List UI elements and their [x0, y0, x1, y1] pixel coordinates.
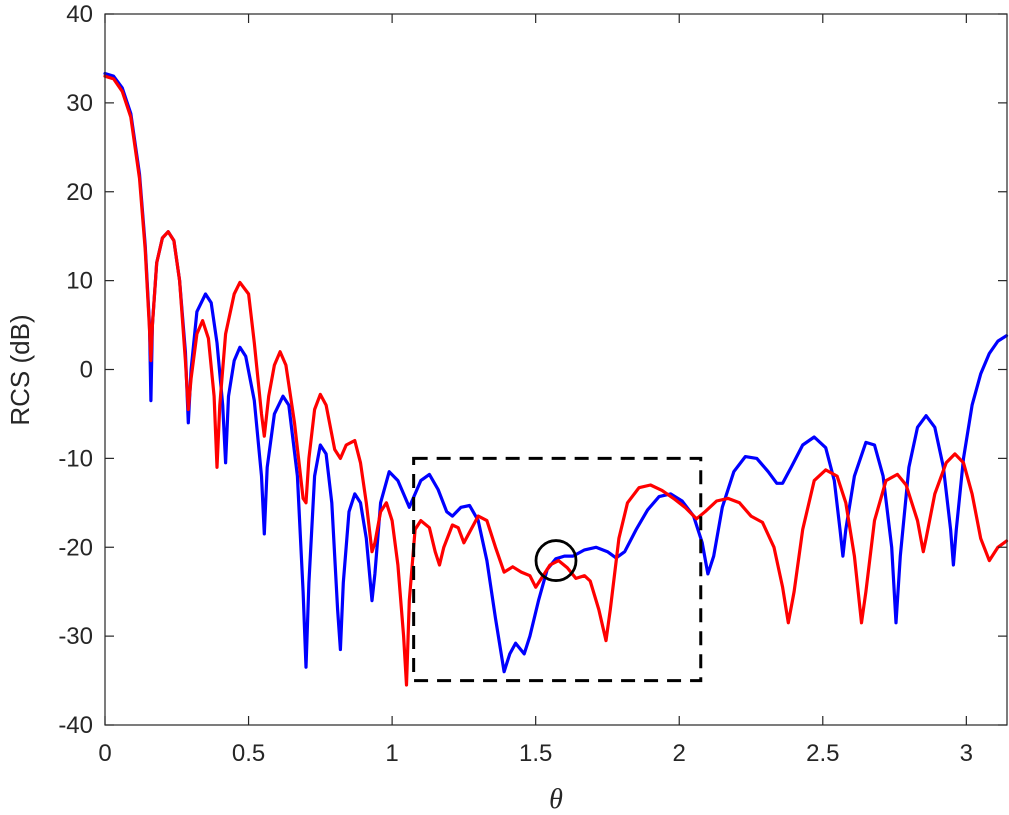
plot-area — [103, 13, 1009, 726]
y-tick-label: -30 — [58, 623, 93, 650]
y-tick-label: 40 — [66, 1, 93, 28]
series-line-2 — [103, 74, 1009, 687]
series-line-1 — [103, 71, 1009, 674]
dashed-rectangle-annotation — [412, 456, 703, 683]
y-tick-label: 30 — [66, 90, 93, 117]
circle-marker-annotation — [534, 539, 578, 582]
x-axis-ticks: 0 0.5 1 1.5 2 2.5 3 — [98, 14, 973, 767]
y-tick-label: 20 — [66, 179, 93, 206]
y-axis-ticks: -40 -30 -20 -10 0 10 20 30 40 — [58, 1, 1007, 739]
x-tick-label: 2 — [673, 740, 686, 767]
x-tick-label: 1.5 — [519, 740, 552, 767]
y-tick-label: -40 — [58, 712, 93, 739]
x-axis-label: θ — [549, 784, 563, 815]
x-tick-label: 0.5 — [232, 740, 265, 767]
y-axis-label: RCS (dB) — [5, 314, 35, 425]
x-tick-label: 3 — [960, 740, 973, 767]
y-tick-label: 10 — [66, 268, 93, 295]
x-tick-label: 2.5 — [806, 740, 839, 767]
x-tick-label: 0 — [98, 740, 111, 767]
plot-frame — [104, 13, 1008, 726]
y-tick-label: -20 — [58, 534, 93, 561]
y-tick-label: -10 — [58, 445, 93, 472]
y-tick-label: 0 — [80, 357, 93, 384]
x-tick-label: 1 — [385, 740, 398, 767]
